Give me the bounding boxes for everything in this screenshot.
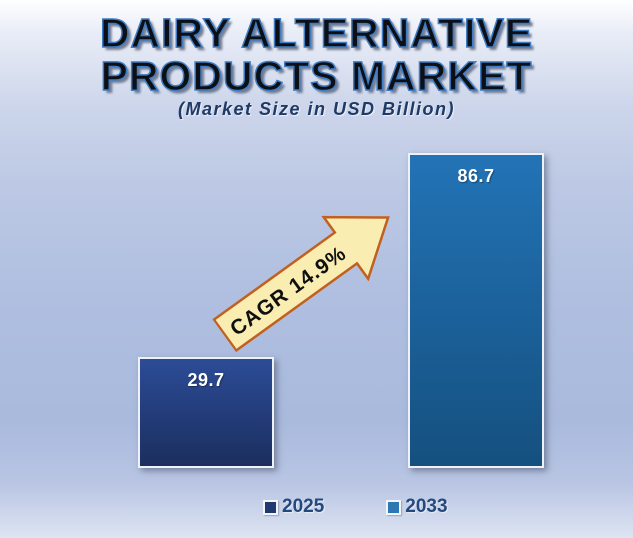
chart-title-line-2: PRODUCTS MARKET <box>100 53 533 99</box>
bar-2025-value-label: 29.7 <box>187 370 225 390</box>
legend: 2025 2033 <box>263 496 448 518</box>
legend-label-2025: 2025 <box>282 496 325 517</box>
chart-title: DAIRY ALTERNATIVE PRODUCTS MARKET <box>0 10 633 99</box>
bar-2033: 86.7 <box>408 153 544 468</box>
chart-subtitle: (Market Size in USD Billion) <box>177 99 456 119</box>
legend-swatch-2025 <box>263 499 278 515</box>
bar-2033-value-label: 86.7 <box>457 166 495 186</box>
bar-2025: 29.7 <box>138 357 274 468</box>
legend-item-2033: 2033 <box>386 496 448 518</box>
cagr-annotation-text: CAGR 14.9% <box>226 242 351 341</box>
legend-label-2033: 2033 <box>405 496 448 517</box>
legend-swatch-2033 <box>386 499 402 515</box>
up-right-arrow-icon: CAGR 14.9% <box>212 215 390 353</box>
chart-title-line-1: DAIRY ALTERNATIVE <box>99 10 534 56</box>
legend-item-2025: 2025 <box>263 496 324 518</box>
cagr-growth-arrow: CAGR 14.9% <box>201 184 413 368</box>
